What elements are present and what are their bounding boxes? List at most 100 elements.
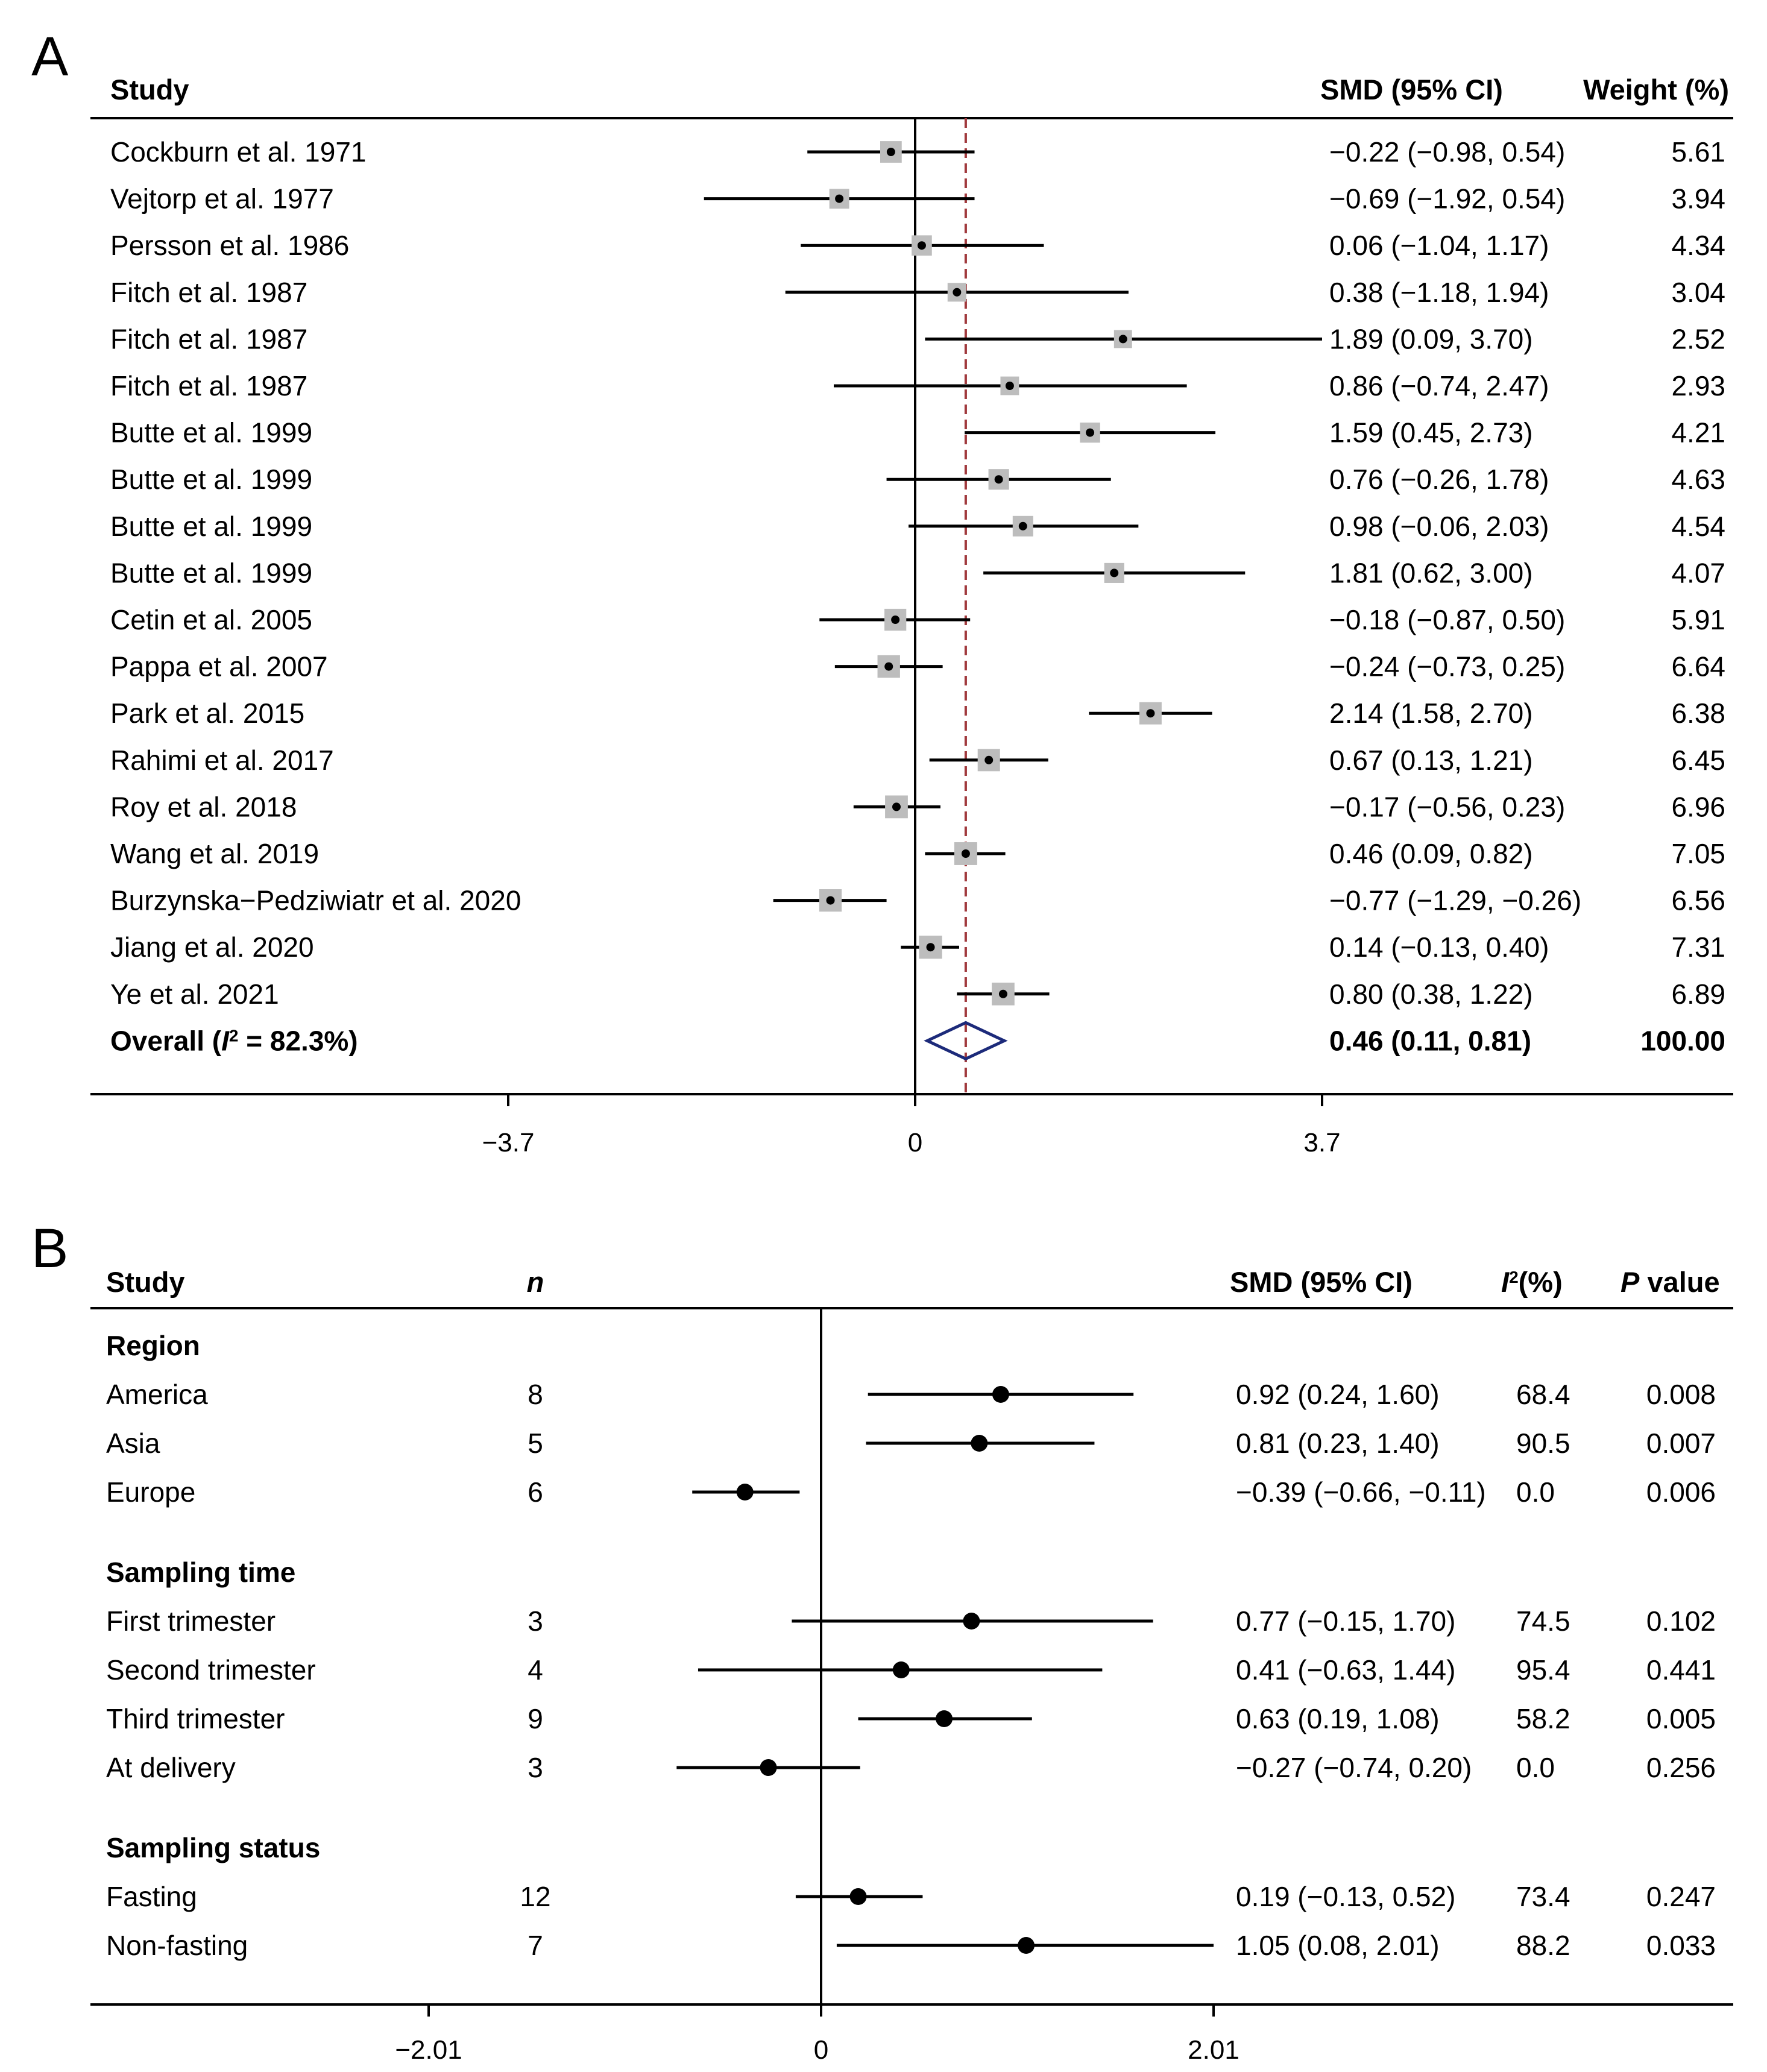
overall-label: Overall (I2 = 82.3%) [110, 1025, 358, 1056]
subgroup-n: 12 [520, 1881, 550, 1912]
study-row: Vejtorp et al. 1977 −0.69 (−1.92, 0.54) 3.… [110, 183, 1725, 215]
subgroup-row: First trimester 3 0.77 (−0.15, 1.70) 74.5 0.… [106, 1605, 1716, 1637]
point-estimate [1146, 709, 1155, 718]
x-tick-label-a: −3.7 [482, 1128, 535, 1157]
study-name: Fitch et al. 1987 [110, 323, 307, 354]
study-name: Fitch et al. 1987 [110, 277, 307, 308]
i2-value: 73.4 [1516, 1881, 1570, 1912]
weight-value: 5.91 [1671, 604, 1725, 635]
study-row: Ye et al. 2021 0.80 (0.38, 1.22) 6.89 [110, 978, 1725, 1010]
p-value: 0.256 [1646, 1752, 1716, 1783]
study-row: Fitch et al. 1987 1.89 (0.09, 3.70) 2.52 [110, 323, 1725, 354]
smd-ci-value: 0.86 (−0.74, 2.47) [1329, 370, 1549, 401]
header-smd: SMD (95% CI) [1320, 74, 1503, 105]
subgroup-label: First trimester [106, 1605, 276, 1637]
study-row: Butte et al. 1999 0.98 (−0.06, 2.03) 4.54 [110, 511, 1725, 542]
subgroup-row: Second trimester 4 0.41 (−0.63, 1.44) 95.4 0… [106, 1654, 1716, 1686]
point-estimate [1110, 568, 1119, 578]
study-row: Pappa et al. 2007 −0.24 (−0.73, 0.25) 6.64 [110, 651, 1725, 682]
study-row: Fitch et al. 1987 0.38 (−1.18, 1.94) 3.04 [110, 277, 1725, 308]
smd-ci-value: −0.17 (−0.56, 0.23) [1329, 791, 1565, 822]
subgroup-label: Fasting [106, 1881, 197, 1912]
subgroup-row: Europe 6 −0.39 (−0.66, −0.11) 0.0 0.006 [106, 1476, 1716, 1508]
smd-ci-value: −0.24 (−0.73, 0.25) [1329, 651, 1565, 682]
overall-diamond [924, 1021, 1008, 1061]
x-tick-label-a: 3.7 [1303, 1128, 1340, 1157]
study-row: Butte et al. 1999 1.81 (0.62, 3.00) 4.07 [110, 557, 1725, 588]
smd-ci-value: 0.67 (0.13, 1.21) [1329, 745, 1533, 776]
point-estimate [826, 896, 835, 905]
subgroup-label: America [106, 1379, 208, 1410]
i2-value: 88.2 [1516, 1930, 1570, 1961]
study-row: Rahimi et al. 2017 0.67 (0.13, 1.21) 6.45 [110, 745, 1725, 776]
smd-ci-value: 0.76 (−0.26, 1.78) [1329, 464, 1549, 495]
point-estimate [1018, 1937, 1035, 1954]
study-name: Butte et al. 1999 [110, 417, 312, 449]
study-name: Butte et al. 1999 [110, 464, 312, 495]
overall-row: Overall (I2 = 82.3%) 0.46 (0.11, 0.81) 100… [110, 1021, 1725, 1061]
point-estimate [971, 1435, 988, 1452]
point-estimate [1005, 382, 1014, 390]
weight-value: 6.56 [1671, 885, 1725, 916]
subgroup-row: Third trimester 9 0.63 (0.19, 1.08) 58.2 0.0… [106, 1703, 1716, 1734]
study-name: Fitch et al. 1987 [110, 370, 307, 401]
point-estimate [936, 1710, 953, 1727]
weight-value: 4.07 [1671, 557, 1725, 588]
subgroup-n: 8 [528, 1379, 543, 1410]
header-i2: I2(%) [1501, 1266, 1563, 1298]
subgroup-row: Asia 5 0.81 (0.23, 1.40) 90.5 0.007 [106, 1428, 1716, 1459]
subgroup-label: At delivery [106, 1752, 236, 1783]
weight-value: 7.05 [1671, 838, 1725, 869]
subgroup-row: At delivery 3 −0.27 (−0.74, 0.20) 0.0 0.256 [106, 1752, 1716, 1783]
x-tick-label-b: 0 [814, 2035, 828, 2065]
p-value: 0.007 [1646, 1428, 1716, 1459]
p-value: 0.008 [1646, 1379, 1716, 1410]
smd-ci-value: 0.98 (−0.06, 2.03) [1329, 511, 1549, 542]
header-weight: Weight (%) [1583, 74, 1729, 105]
smd-ci-value: −0.77 (−1.29, −0.26) [1329, 885, 1581, 916]
point-estimate [963, 1613, 980, 1630]
weight-value: 5.61 [1671, 136, 1725, 168]
weight-value: 4.54 [1671, 511, 1725, 542]
header-study-b: Study [106, 1266, 185, 1298]
study-row: Burzynska−Pedziwiatr et al. 2020 −0.77 (−… [110, 885, 1725, 916]
weight-value: 2.52 [1671, 323, 1725, 354]
subgroup-n: 4 [528, 1654, 543, 1686]
smd-ci-value: 0.92 (0.24, 1.60) [1236, 1379, 1440, 1410]
study-row: Butte et al. 1999 1.59 (0.45, 2.73) 4.21 [110, 417, 1725, 449]
panel-a-label: A [31, 26, 69, 87]
point-estimate [992, 1386, 1009, 1403]
smd-ci-value: 2.14 (1.58, 2.70) [1329, 697, 1533, 729]
subgroup-n: 3 [528, 1752, 543, 1783]
weight-value: 4.34 [1671, 230, 1725, 261]
point-estimate [917, 241, 926, 250]
point-estimate [760, 1759, 777, 1776]
header-smd-b: SMD (95% CI) [1230, 1266, 1413, 1298]
header-study: Study [110, 74, 189, 105]
weight-value: 6.96 [1671, 791, 1725, 822]
smd-ci-value: 0.41 (−0.63, 1.44) [1236, 1654, 1455, 1686]
smd-ci-value: −0.18 (−0.87, 0.50) [1329, 604, 1565, 635]
weight-value: 4.21 [1671, 417, 1725, 449]
overall-smd-ci: 0.46 (0.11, 0.81) [1329, 1025, 1531, 1056]
point-estimate [953, 288, 962, 297]
subgroup-label: Second trimester [106, 1654, 316, 1686]
subgroup-n: 9 [528, 1703, 543, 1734]
study-name: Butte et al. 1999 [110, 511, 312, 542]
x-tick-label-b: −2.01 [395, 2035, 462, 2065]
smd-ci-value: 0.06 (−1.04, 1.17) [1329, 230, 1549, 261]
p-value: 0.102 [1646, 1605, 1716, 1637]
study-name: Burzynska−Pedziwiatr et al. 2020 [110, 885, 521, 916]
subgroup-row: Fasting 12 0.19 (−0.13, 0.52) 73.4 0.247 [106, 1881, 1716, 1912]
subgroup-n: 7 [528, 1930, 543, 1961]
study-name: Roy et al. 2018 [110, 791, 297, 822]
point-estimate [1086, 428, 1095, 437]
i2-value: 68.4 [1516, 1379, 1570, 1410]
point-estimate [892, 1661, 910, 1678]
study-name: Cetin et al. 2005 [110, 604, 312, 635]
panel-b-label: B [31, 1218, 68, 1279]
subgroup-n: 5 [528, 1428, 543, 1459]
smd-ci-value: 0.46 (0.09, 0.82) [1329, 838, 1533, 869]
study-name: Park et al. 2015 [110, 697, 304, 729]
subgroup-label: Non-fasting [106, 1930, 248, 1961]
